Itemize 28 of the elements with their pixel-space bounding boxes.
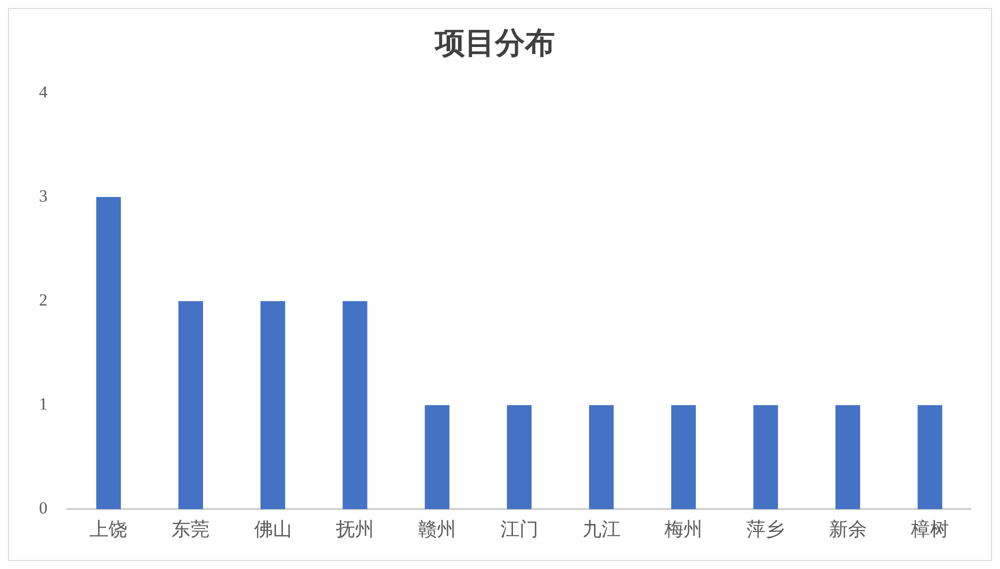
x-tick-label: 萍乡 xyxy=(746,520,785,541)
y-tick-label: 3 xyxy=(39,186,48,206)
y-tick-label: 2 xyxy=(39,290,48,310)
x-tick-label: 抚州 xyxy=(334,520,374,541)
x-tick-label: 江门 xyxy=(500,518,538,541)
x-tick-label: 佛山 xyxy=(254,520,292,541)
x-tick-label: 赣州 xyxy=(418,520,456,541)
bar xyxy=(178,301,204,510)
bar xyxy=(506,405,532,510)
x-tick-label: 新余 xyxy=(828,518,867,541)
x-tick-label: 上饶 xyxy=(90,520,128,541)
y-tick-label: 0 xyxy=(39,498,48,518)
bar xyxy=(671,405,696,510)
x-tick-label: 梅州 xyxy=(664,520,703,541)
x-tick-label: 樟树 xyxy=(910,518,949,541)
y-tick-label: 4 xyxy=(39,82,48,102)
y-tick-label: 1 xyxy=(39,394,48,414)
bar xyxy=(753,405,778,510)
bar xyxy=(260,301,286,510)
bar xyxy=(918,405,942,510)
bar xyxy=(835,405,860,510)
bar xyxy=(589,405,614,510)
bar xyxy=(96,197,121,510)
bar xyxy=(424,405,450,510)
x-tick-label: 东莞 xyxy=(172,520,210,541)
bar xyxy=(342,301,368,510)
chart-title: 项目分布 xyxy=(434,26,555,60)
x-tick-label: 九江 xyxy=(582,520,620,541)
